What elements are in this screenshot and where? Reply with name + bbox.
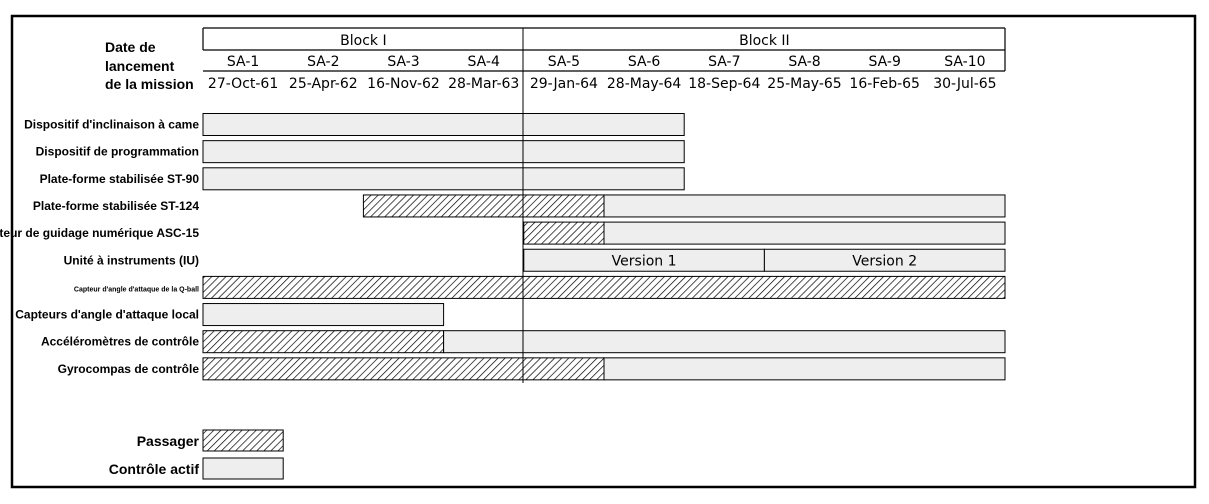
legend: Passager Contrôle actif [109,429,284,480]
mission-label: SA-1 [227,54,259,70]
active-control-bar [603,221,1006,245]
launch-date-label: 25-Apr-62 [289,76,358,92]
passenger-bar [202,275,1006,299]
launch-date-label: 28-May-64 [607,76,682,92]
mission-label: SA-5 [548,54,580,70]
active-control-bar [202,303,445,327]
active-control-bar [603,357,1006,381]
row-label: Ordinateur de guidage numérique ASC-15 [0,226,199,240]
launch-date-label: 28-Mar-63 [448,76,519,92]
active-control-bar [202,113,685,136]
passenger-bar [523,221,605,245]
row-label: Capteur d'angle d'attaque de la Q-ball [74,286,199,293]
mission-label: SA-9 [869,54,901,70]
row-labels: Dispositif d'inclinaison à came Dispositi… [0,118,199,376]
passenger-bar [202,330,445,354]
launch-date-label: 16-Nov-62 [367,76,440,92]
launch-date-label: 18-Sep-64 [688,76,760,92]
active-control-bar [763,248,1006,272]
launch-date-label: 27-Oct-61 [208,76,278,92]
mission-label: SA-8 [788,54,820,70]
bar-version-label: Version 2 [852,253,917,269]
row-label: Dispositif de programmation [36,145,199,159]
launch-date-label: 29-Jan-64 [530,76,598,92]
launch-date-label: 25-May-65 [767,76,841,92]
passenger-bar [202,357,605,381]
mission-label: SA-10 [944,54,985,70]
launch-date-label: 16-Feb-65 [849,76,920,92]
mission-label: SA-4 [468,54,500,70]
legend-active-swatch [202,457,284,480]
mission-label: SA-6 [628,54,660,70]
mission-label: SA-2 [307,54,339,70]
legend-passenger-swatch [202,429,284,452]
launch-date-label: 30-Jul-65 [933,76,996,92]
legend-label: Passager [137,433,200,449]
block-label: Block I [340,33,386,49]
active-control-bar [603,194,1006,218]
active-control-bar [202,140,685,164]
bars-layer: Version 1 Version 2 [202,113,1006,381]
header-title-line-1: Date de [105,39,156,55]
header-title-line-3: de la mission [105,76,194,92]
legend-label: Contrôle actif [109,461,200,477]
mission-label: SA-3 [387,54,419,70]
row-label: Accéléromètres de contrôle [41,335,199,349]
row-label: Dispositif d'inclinaison à came [24,118,199,132]
block-label: Block II [739,33,790,49]
bar-version-label: Version 1 [612,253,677,269]
active-control-bar [202,167,685,191]
row-label: Plate-forme stabilisée ST-90 [40,172,200,186]
passenger-bar [362,194,605,218]
header-title-line-2: lancement [105,58,175,74]
active-control-bar [443,330,1006,354]
header-grid: Block I Block II SA-1 27-Oct-61 SA-2 25-Apr-6… [202,27,1006,92]
row-label: Gyrocompas de contrôle [58,362,200,376]
row-label: Unité à instruments (IU) [64,253,199,267]
row-label: Plate-forme stabilisée ST-124 [33,199,199,213]
mission-label: SA-7 [708,54,740,70]
row-label: Capteurs d'angle d'attaque local [15,308,199,322]
